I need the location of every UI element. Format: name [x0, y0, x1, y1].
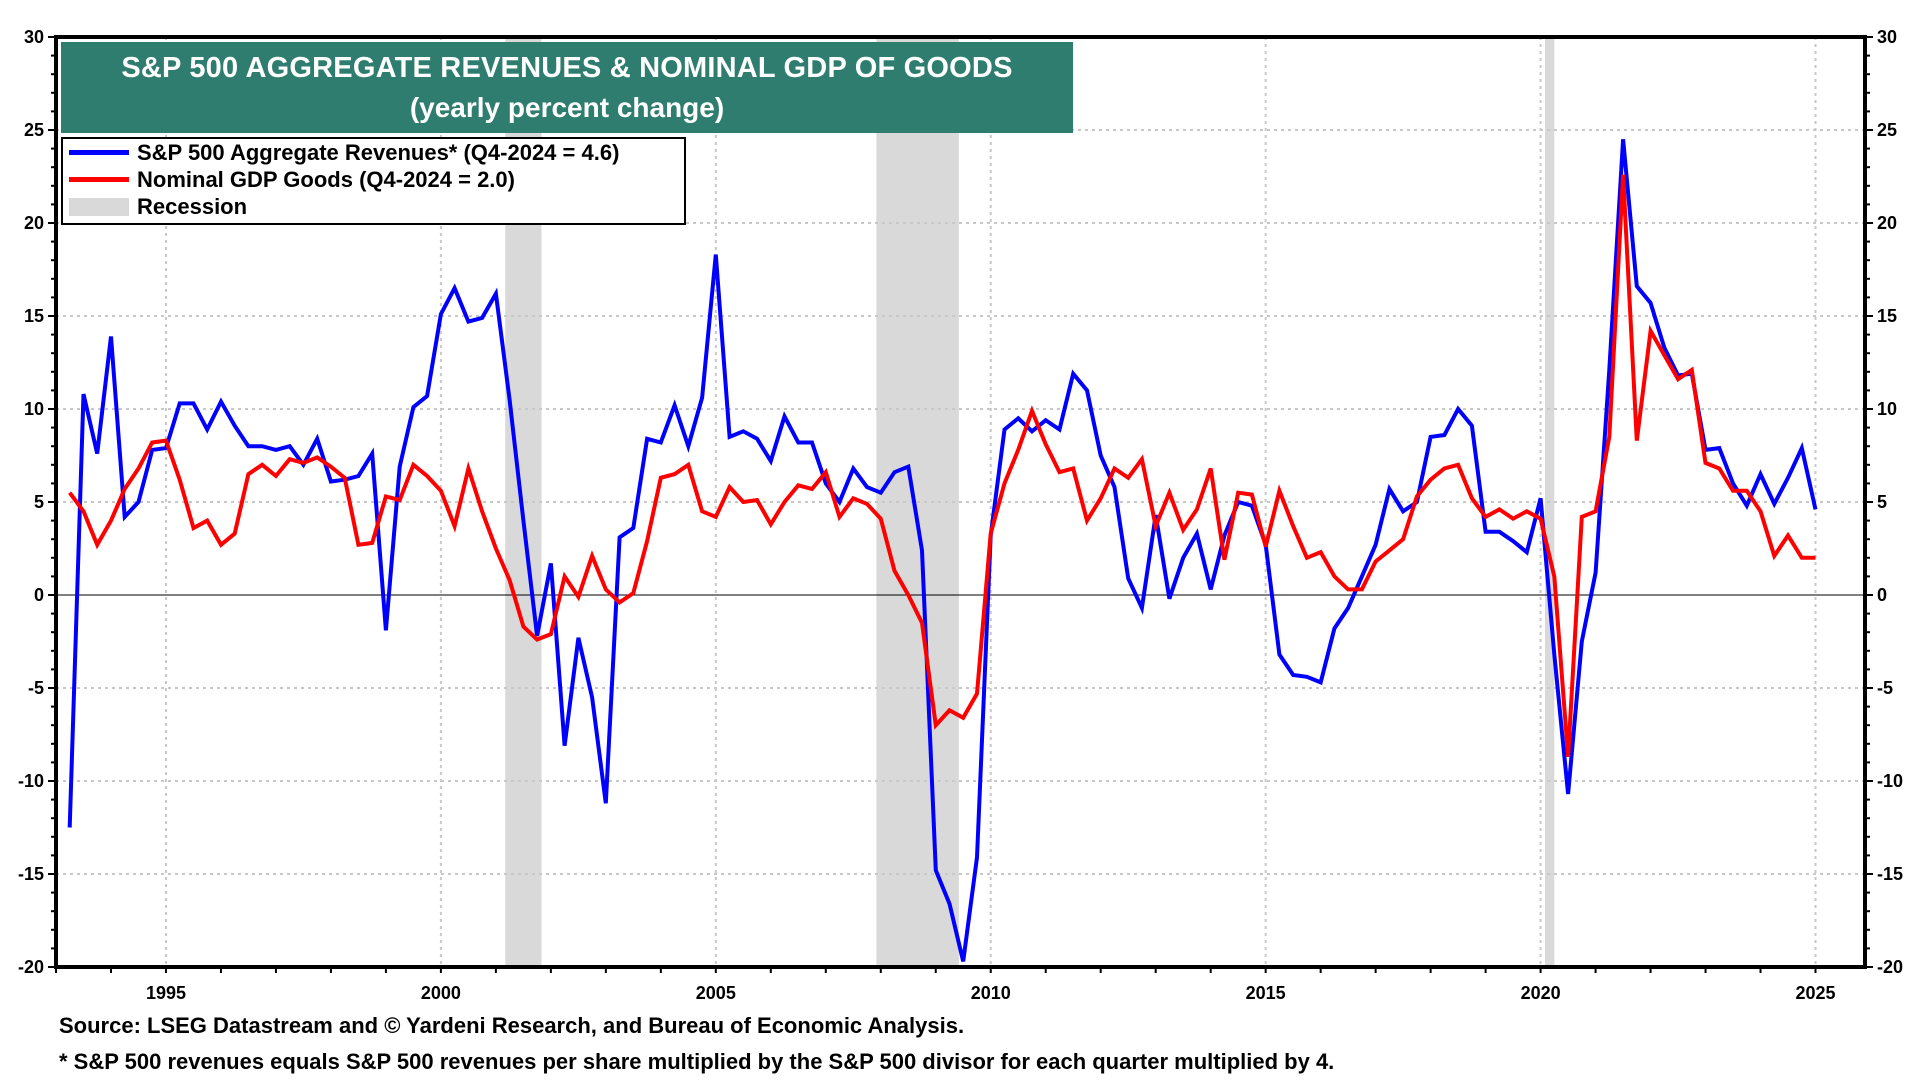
y-tick-label-right: -5 [1877, 678, 1893, 698]
legend-swatch-red [69, 177, 129, 182]
source-note: Source: LSEG Datastream and © Yardeni Re… [59, 1013, 965, 1038]
legend-swatch-recession [69, 197, 129, 216]
y-tick-label-right: 0 [1877, 585, 1887, 605]
y-tick-label-right: 10 [1877, 399, 1897, 419]
y-tick-label-right: -20 [1877, 957, 1903, 977]
legend-item-gdp-goods: Nominal GDP Goods (Q4-2024 = 2.0) [69, 166, 684, 193]
legend: S&P 500 Aggregate Revenues* (Q4-2024 = 4… [61, 137, 686, 225]
y-tick-label-right: 30 [1877, 27, 1897, 47]
legend-item-revenues: S&P 500 Aggregate Revenues* (Q4-2024 = 4… [69, 139, 684, 166]
chart-title-box: S&P 500 AGGREGATE REVENUES & NOMINAL GDP… [61, 42, 1073, 133]
x-tick-label: 2010 [971, 983, 1011, 1003]
series-line-sp500-revenues [67, 139, 1818, 962]
y-tick-label-right: 5 [1877, 492, 1887, 512]
y-tick-label-right: -15 [1877, 864, 1903, 884]
x-tick-label: 2005 [696, 983, 736, 1003]
y-tick-label-left: -5 [28, 678, 44, 698]
x-tick-label: 2025 [1795, 983, 1835, 1003]
series-line-nominal-gdp-goods [68, 174, 1816, 757]
legend-item-recession: Recession [69, 193, 684, 220]
y-tick-label-left: -10 [18, 771, 44, 791]
legend-label: S&P 500 Aggregate Revenues* (Q4-2024 = 4… [137, 139, 620, 165]
y-tick-label-left: 0 [34, 585, 44, 605]
legend-label: Recession [137, 193, 248, 219]
y-tick-label-left: 30 [24, 27, 44, 47]
legend-label: Nominal GDP Goods (Q4-2024 = 2.0) [137, 166, 515, 192]
y-tick-label-left: 20 [24, 213, 44, 233]
y-tick-label-right: 15 [1877, 306, 1897, 326]
y-tick-label-left: -20 [18, 957, 44, 977]
x-tick-label: 2000 [421, 983, 461, 1003]
y-tick-label-right: 20 [1877, 213, 1897, 233]
y-tick-label-left: 10 [24, 399, 44, 419]
y-tick-label-left: 25 [24, 120, 44, 140]
y-tick-label-left: 15 [24, 306, 44, 326]
x-tick-label: 2020 [1521, 983, 1561, 1003]
y-tick-label-left: 5 [34, 492, 44, 512]
y-tick-label-left: -15 [18, 864, 44, 884]
y-tick-label-right: -10 [1877, 771, 1903, 791]
footnote: * S&P 500 revenues equals S&P 500 revenu… [59, 1049, 1335, 1074]
chart-subtitle: (yearly percent change) [409, 92, 725, 123]
legend-swatch-blue [69, 150, 129, 155]
y-tick-label-right: 25 [1877, 120, 1897, 140]
chart-title: S&P 500 AGGREGATE REVENUES & NOMINAL GDP… [121, 52, 1013, 84]
series-lines [67, 139, 1818, 962]
x-tick-label: 2015 [1246, 983, 1286, 1003]
x-tick-label: 1995 [146, 983, 186, 1003]
